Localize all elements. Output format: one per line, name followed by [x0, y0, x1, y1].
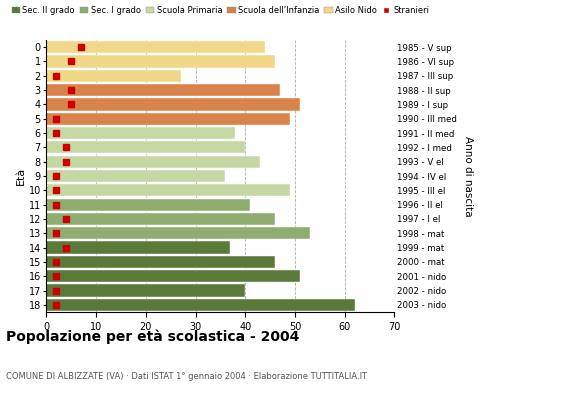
Bar [46, 41, 265, 53]
Legend: Sec. II grado, Sec. I grado, Scuola Primaria, Scuola dell'Infanzia, Asilo Nido, : Sec. II grado, Sec. I grado, Scuola Prim… [10, 4, 431, 16]
Bar [46, 284, 245, 297]
Text: COMUNE DI ALBIZZATE (VA) · Dati ISTAT 1° gennaio 2004 · Elaborazione TUTTITALIA.: COMUNE DI ALBIZZATE (VA) · Dati ISTAT 1°… [6, 372, 367, 381]
Text: Popolazione per età scolastica - 2004: Popolazione per età scolastica - 2004 [6, 330, 299, 344]
Bar [46, 184, 290, 196]
Bar [46, 270, 300, 282]
Bar [46, 70, 180, 82]
Bar [46, 213, 275, 225]
Bar [46, 141, 245, 154]
Y-axis label: Età: Età [16, 167, 26, 185]
Bar [46, 127, 235, 139]
Bar [46, 227, 310, 239]
Bar [46, 256, 275, 268]
Y-axis label: Anno di nascita: Anno di nascita [463, 136, 473, 216]
Bar [46, 170, 226, 182]
Bar [46, 156, 260, 168]
Bar [46, 198, 250, 211]
Bar [46, 55, 275, 68]
Bar [46, 84, 280, 96]
Bar [46, 299, 354, 311]
Bar [46, 113, 290, 125]
Bar [46, 242, 230, 254]
Bar [46, 98, 300, 110]
